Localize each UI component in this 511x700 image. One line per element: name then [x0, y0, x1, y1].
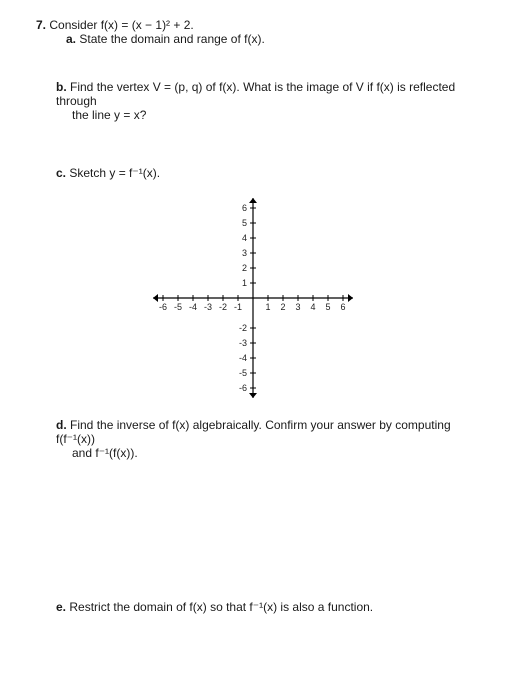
part-c-text: Sketch y = f⁻¹(x).: [69, 166, 160, 180]
svg-text:1: 1: [241, 278, 246, 288]
svg-text:-4: -4: [238, 353, 246, 363]
svg-text:-2: -2: [218, 302, 226, 312]
coordinate-grid: -6-5-4-3-2-1123456-6-5-4-3-2123456: [22, 188, 483, 408]
svg-text:-3: -3: [238, 338, 246, 348]
svg-text:2: 2: [280, 302, 285, 312]
svg-text:-4: -4: [188, 302, 196, 312]
svg-text:-5: -5: [173, 302, 181, 312]
question-number: 7.: [36, 18, 46, 32]
part-e-text: Restrict the domain of f(x) so that f⁻¹(…: [69, 600, 373, 614]
part-c-letter: c.: [56, 166, 66, 180]
part-e: e. Restrict the domain of f(x) so that f…: [56, 600, 483, 614]
svg-text:2: 2: [241, 263, 246, 273]
svg-text:3: 3: [295, 302, 300, 312]
part-d: d. Find the inverse of f(x) algebraicall…: [56, 418, 483, 446]
part-a: a. State the domain and range of f(x).: [66, 32, 483, 46]
part-b: b. Find the vertex V = (p, q) of f(x). W…: [56, 80, 483, 108]
svg-text:6: 6: [241, 203, 246, 213]
svg-text:6: 6: [340, 302, 345, 312]
stem-text: Consider f(x) = (x − 1)² + 2.: [49, 18, 193, 32]
part-a-text: State the domain and range of f(x).: [79, 32, 264, 46]
svg-text:4: 4: [310, 302, 315, 312]
svg-text:5: 5: [325, 302, 330, 312]
svg-text:-5: -5: [238, 368, 246, 378]
part-d-line1: Find the inverse of f(x) algebraically. …: [56, 418, 451, 446]
question-stem: 7. Consider f(x) = (x − 1)² + 2.: [36, 18, 483, 32]
part-b-line1: Find the vertex V = (p, q) of f(x). What…: [56, 80, 455, 108]
part-b-letter: b.: [56, 80, 67, 94]
part-c: c. Sketch y = f⁻¹(x).: [56, 166, 483, 180]
svg-text:-1: -1: [233, 302, 241, 312]
svg-text:-2: -2: [238, 323, 246, 333]
svg-text:-3: -3: [203, 302, 211, 312]
part-b-line2: the line y = x?: [72, 108, 146, 122]
part-b-line2-wrap: the line y = x?: [72, 108, 483, 122]
svg-text:4: 4: [241, 233, 246, 243]
svg-text:5: 5: [241, 218, 246, 228]
svg-text:-6: -6: [238, 383, 246, 393]
part-d-line2-wrap: and f⁻¹(f(x)).: [72, 446, 483, 460]
svg-text:-6: -6: [158, 302, 166, 312]
svg-text:1: 1: [265, 302, 270, 312]
part-d-letter: d.: [56, 418, 67, 432]
part-d-line2: and f⁻¹(f(x)).: [72, 446, 138, 460]
part-e-letter: e.: [56, 600, 66, 614]
grid-svg: -6-5-4-3-2-1123456-6-5-4-3-2123456: [138, 188, 368, 408]
part-a-letter: a.: [66, 32, 76, 46]
svg-text:3: 3: [241, 248, 246, 258]
